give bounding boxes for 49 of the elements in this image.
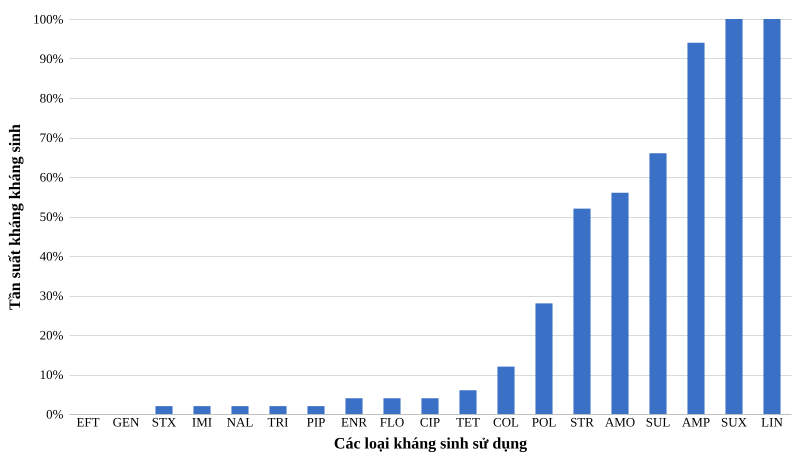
- x-tick-label: SUL: [646, 414, 670, 430]
- x-tick-label: LIN: [761, 414, 784, 430]
- x-tick-label: EFT: [76, 414, 100, 430]
- bar: [307, 406, 325, 414]
- bar: [231, 406, 249, 414]
- bar: [459, 390, 477, 414]
- y-tick-label: 50%: [40, 209, 64, 224]
- bar: [725, 19, 743, 414]
- y-tick-label: 10%: [40, 367, 64, 382]
- y-tick-label: 20%: [40, 328, 64, 342]
- bar: [383, 398, 401, 414]
- x-tick-label: STX: [152, 414, 177, 430]
- x-tick-label: ENR: [341, 414, 368, 430]
- x-tick-label: SUX: [720, 414, 748, 430]
- x-tick-label: TET: [456, 414, 480, 430]
- x-axis-title: Các loại kháng sinh sử dụng: [334, 436, 528, 452]
- bar: [611, 192, 629, 414]
- y-tick-label: 70%: [40, 130, 64, 145]
- x-tick-label: POL: [532, 414, 556, 430]
- x-tick-label: COL: [493, 414, 520, 430]
- bar: [269, 406, 287, 414]
- x-tick-label: AMO: [604, 414, 636, 430]
- y-tick-label: 0%: [46, 406, 64, 422]
- bar: [535, 303, 553, 414]
- bar: [497, 366, 515, 414]
- y-tick-label: 60%: [40, 170, 64, 184]
- x-tick-label: GEN: [112, 414, 140, 430]
- x-tick-label: NAL: [226, 414, 254, 430]
- y-tick-label: 80%: [40, 90, 64, 106]
- y-tick-label: 30%: [40, 288, 64, 303]
- x-tick-label: PIP: [306, 414, 326, 430]
- bar: [649, 153, 667, 414]
- x-tick-label: IMI: [192, 414, 212, 430]
- bar: [687, 42, 705, 414]
- x-tick-label: AMP: [682, 414, 710, 430]
- y-tick-label: 90%: [40, 51, 64, 66]
- y-tick-label: 40%: [40, 248, 64, 264]
- x-tick-label: FLO: [380, 414, 404, 430]
- x-tick-label: STR: [570, 414, 594, 430]
- x-tick-label: TRI: [268, 414, 288, 430]
- bar: [193, 406, 211, 414]
- y-axis-title: Tần suất kháng kháng sinh: [7, 124, 24, 310]
- x-tick-label: CIP: [420, 414, 440, 430]
- bar: [573, 208, 591, 414]
- bar: [763, 19, 781, 414]
- y-tick-label: 100%: [33, 12, 64, 26]
- bar: [155, 406, 173, 414]
- bar: [421, 398, 439, 414]
- bar: [345, 398, 363, 414]
